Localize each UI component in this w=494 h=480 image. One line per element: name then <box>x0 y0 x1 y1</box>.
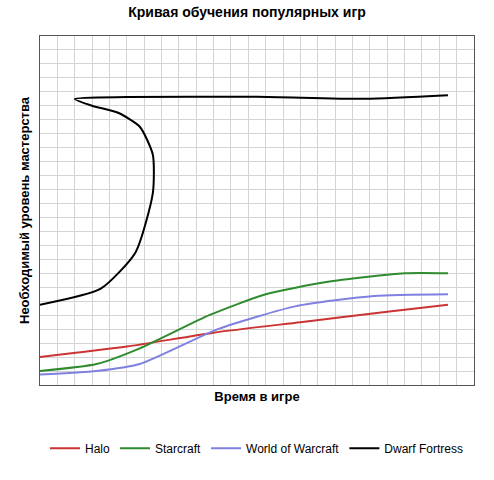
svg-text:Время в игре: Время в игре <box>214 389 299 404</box>
svg-text:World of Warcraft: World of Warcraft <box>246 442 339 456</box>
svg-text:Необходимый уровень мастерства: Необходимый уровень мастерства <box>17 96 32 324</box>
svg-text:Dwarf Fortress: Dwarf Fortress <box>384 442 463 456</box>
svg-text:Starcraft: Starcraft <box>155 442 201 456</box>
svg-text:Кривая обучения популярных игр: Кривая обучения популярных игр <box>128 4 366 20</box>
svg-text:Halo: Halo <box>85 442 110 456</box>
